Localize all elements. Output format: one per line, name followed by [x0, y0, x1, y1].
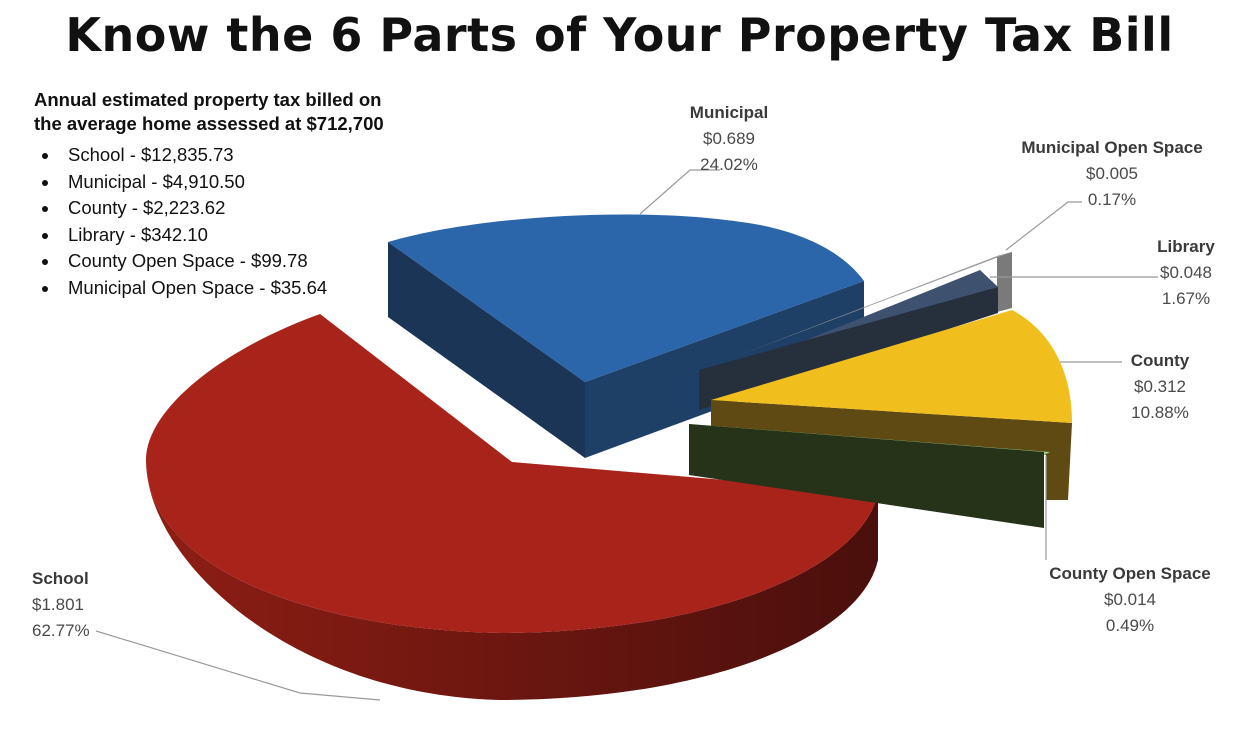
slice-county-open-space — [689, 424, 1050, 528]
label-county: County $0.312 10.88% — [1131, 351, 1190, 422]
label-municipal-name: Municipal — [690, 103, 768, 122]
slice-county-top — [711, 310, 1072, 423]
slice-municipal-open-space — [737, 252, 1012, 356]
summary-list: School - $12,835.73 Municipal - $4,910.5… — [34, 142, 454, 301]
label-library-percent: 1.67% — [1162, 289, 1210, 308]
summary-item-county-open-space: County Open Space - $99.78 — [34, 248, 454, 275]
label-county-open-space: County Open Space $0.014 0.49% — [1049, 564, 1211, 635]
slice-municipal-left — [388, 242, 585, 458]
label-county-name: County — [1131, 351, 1190, 370]
label-county-open-space-name: County Open Space — [1049, 564, 1211, 583]
summary-item-municipal: Municipal - $4,910.50 — [34, 169, 454, 196]
label-county-value: $0.312 — [1134, 377, 1186, 396]
summary-heading-line-2: the average home assessed at $712,700 — [34, 113, 384, 134]
summary-item-municipal-open-space: Municipal Open Space - $35.64 — [34, 275, 454, 302]
slice-municipal-open-space-top — [737, 252, 1012, 356]
slice-municipal-top — [388, 214, 864, 382]
label-county-open-space-value: $0.014 — [1104, 590, 1156, 609]
summary-item-county: County - $2,223.62 — [34, 195, 454, 222]
data-labels: Municipal $0.689 24.02% Municipal Open S… — [32, 103, 1215, 640]
label-municipal-open-space-percent: 0.17% — [1088, 190, 1136, 209]
label-municipal-value: $0.689 — [703, 129, 755, 148]
leader-line-municipal-open-space — [1005, 201, 1082, 251]
leader-line-municipal — [639, 169, 720, 215]
slice-county-open-space-side — [689, 424, 1044, 528]
leader-line-school — [95, 630, 381, 701]
slice-library-side — [699, 287, 998, 410]
label-municipal-open-space: Municipal Open Space $0.005 0.17% — [1021, 138, 1202, 209]
slice-school-top — [146, 314, 878, 633]
slice-municipal-open-space-side — [997, 252, 1012, 312]
slice-county — [711, 310, 1072, 500]
label-school-percent: 62.77% — [32, 621, 90, 640]
label-municipal-open-space-value: $0.005 — [1086, 164, 1138, 183]
label-municipal: Municipal $0.689 24.02% — [690, 103, 768, 174]
label-school: School $1.801 62.77% — [32, 569, 90, 640]
label-library: Library $0.048 1.67% — [1157, 237, 1215, 308]
label-library-name: Library — [1157, 237, 1215, 256]
summary-item-library: Library - $342.10 — [34, 222, 454, 249]
summary-item-school: School - $12,835.73 — [34, 142, 454, 169]
label-municipal-open-space-name: Municipal Open Space — [1021, 138, 1202, 157]
slice-school — [146, 314, 878, 700]
label-library-value: $0.048 — [1160, 263, 1212, 282]
chart-title: Know the 6 Parts of Your Property Tax Bi… — [65, 8, 1174, 62]
label-municipal-percent: 24.02% — [700, 155, 758, 174]
label-school-value: $1.801 — [32, 595, 84, 614]
label-county-open-space-percent: 0.49% — [1106, 616, 1154, 635]
slice-school-side — [146, 460, 878, 700]
slice-library — [699, 270, 998, 410]
label-school-name: School — [32, 569, 89, 588]
slice-county-side — [711, 400, 1072, 500]
summary-heading-line-1: Annual estimated property tax billed on — [34, 89, 382, 110]
label-county-percent: 10.88% — [1131, 403, 1189, 422]
leader-lines — [95, 169, 1158, 701]
tax-summary: Annual estimated property tax billed on … — [34, 88, 454, 301]
